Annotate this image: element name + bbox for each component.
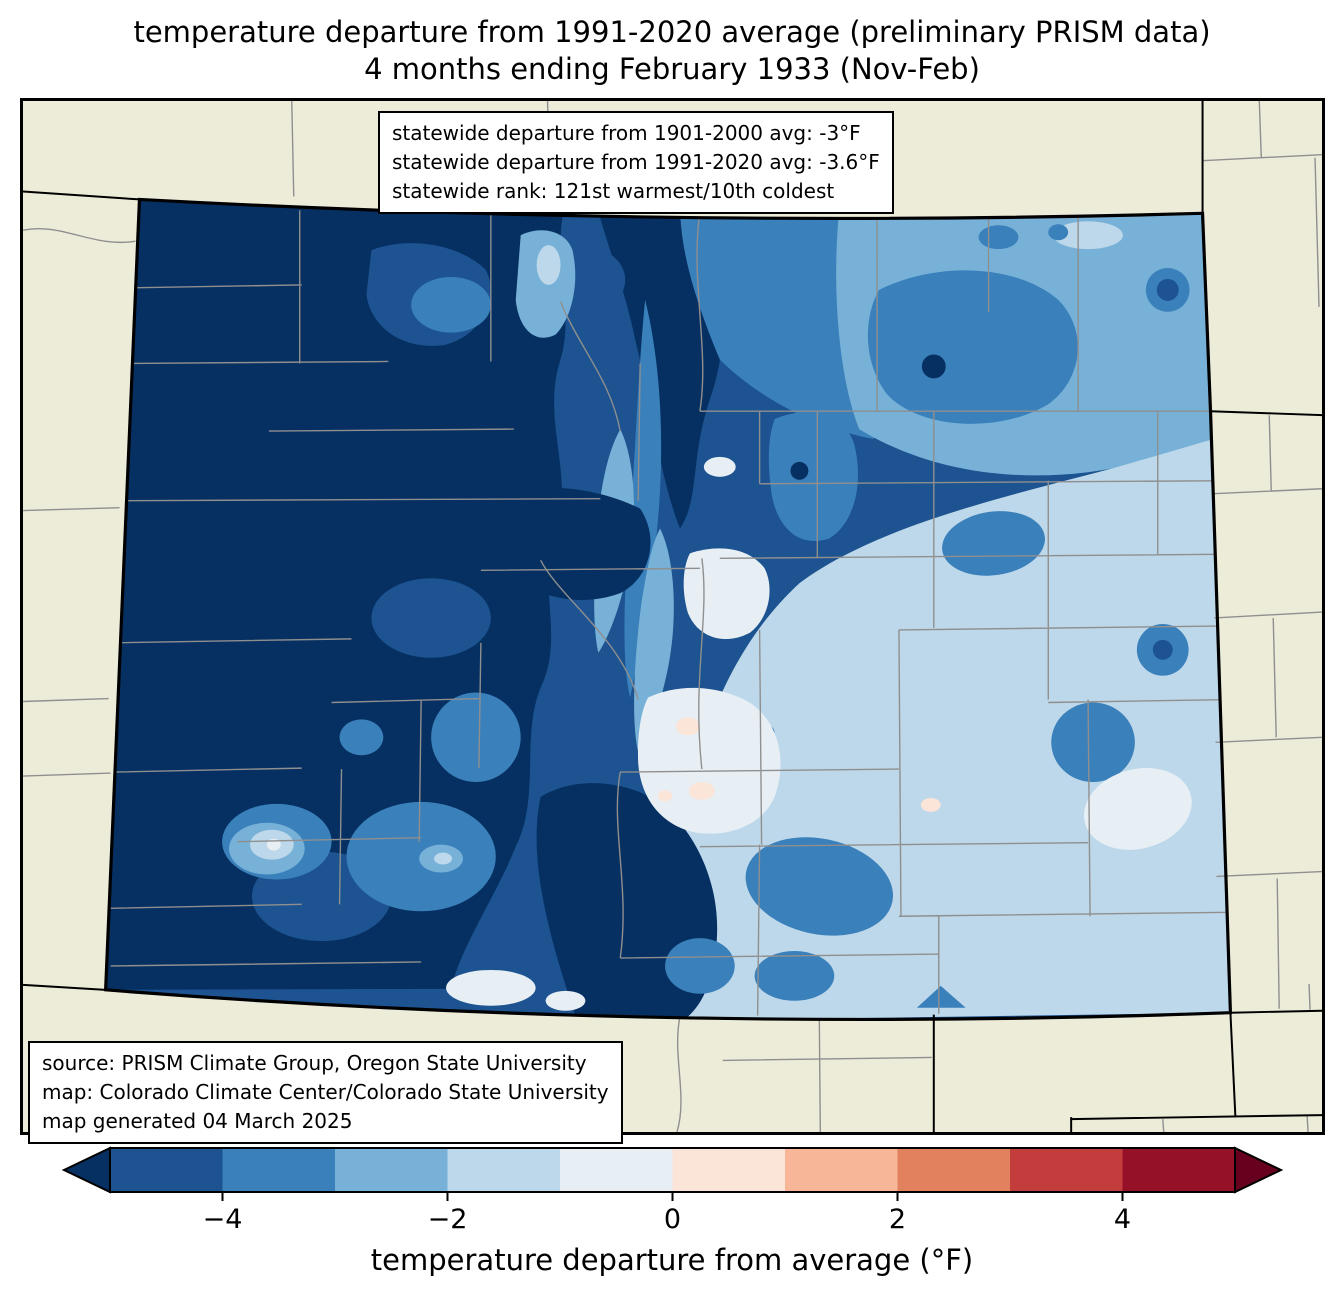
colorbar-tick-labels: −4 −2 0 2 4 [110, 1204, 1235, 1238]
stats-line-rank: statewide rank: 121st warmest/10th colde… [392, 179, 835, 203]
colorbar-bin-3 [447, 1148, 561, 1192]
state-borders-outside [23, 101, 1322, 1132]
colorbar-bin-8 [1010, 1148, 1123, 1192]
colorado-map-svg [23, 101, 1322, 1132]
colorbar-bin-9 [1122, 1148, 1236, 1192]
colorbar-bin-5 [672, 1148, 786, 1192]
map-credit-line: map: Colorado Climate Center/Colorado St… [42, 1080, 609, 1104]
title-line-2: 4 months ending February 1933 (Nov-Feb) [364, 52, 980, 86]
figure-title: temperature departure from 1991-2020 ave… [0, 14, 1344, 88]
tick-label-neg4: −4 [202, 1204, 243, 1235]
tick-label-4: 4 [1113, 1204, 1132, 1235]
map-frame [20, 98, 1325, 1135]
county-lines-outside [23, 101, 1322, 1132]
source-line: source: PRISM Climate Group, Oregon Stat… [42, 1051, 587, 1075]
colorbar-bin-2 [335, 1148, 448, 1192]
colorbar-bin-4 [560, 1148, 673, 1192]
generated-date-line: map generated 04 March 2025 [42, 1109, 353, 1133]
colorbar-axis-label: temperature departure from average (°F) [370, 1243, 974, 1277]
tick-label-0: 0 [663, 1204, 682, 1235]
colorbar-segments [110, 1148, 1236, 1192]
colorbar-bin-1 [222, 1148, 336, 1192]
colorado-state-border [103, 197, 1233, 1022]
contour-fills [105, 199, 1231, 1020]
stats-line-1991-2020: statewide departure from 1991-2020 avg: … [392, 150, 880, 174]
tick-label-neg2: −2 [427, 1204, 468, 1235]
colorbar-bin-7 [897, 1148, 1011, 1192]
colorbar-under-arrow [61, 1146, 111, 1194]
colorbar-ticks [221, 1192, 1124, 1201]
stats-line-1901-2000: statewide departure from 1901-2000 avg: … [392, 121, 861, 145]
colorbar [61, 1146, 1284, 1201]
source-attribution-box: source: PRISM Climate Group, Oregon Stat… [28, 1041, 623, 1144]
title-line-1: temperature departure from 1991-2020 ave… [133, 15, 1211, 49]
colorbar-over-arrow [1234, 1146, 1284, 1194]
statewide-stats-box: statewide departure from 1901-2000 avg: … [378, 111, 894, 214]
colorbar-bin-0 [110, 1148, 223, 1192]
tick-label-2: 2 [888, 1204, 907, 1235]
county-lines-inside [107, 210, 1231, 1016]
colorbar-bin-6 [785, 1148, 898, 1192]
